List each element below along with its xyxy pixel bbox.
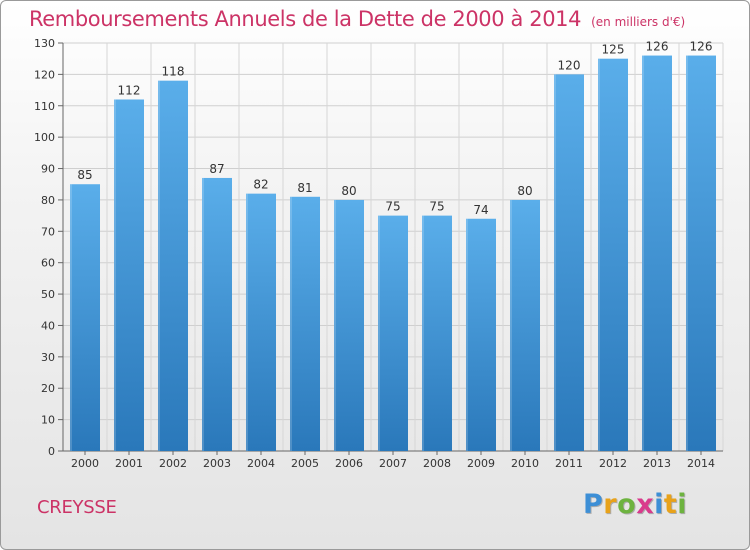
- bar: [114, 99, 144, 451]
- y-tick-label: 80: [41, 194, 55, 207]
- y-tick-label: 30: [41, 351, 55, 364]
- bar: [378, 215, 408, 451]
- data-label: 80: [341, 184, 356, 198]
- logo-letter: i: [654, 489, 664, 520]
- chart-title: Remboursements Annuels de la Dette de 20…: [29, 7, 685, 31]
- commune-name: CREYSSE: [37, 497, 117, 518]
- bar: [290, 196, 320, 451]
- bar: [158, 80, 188, 452]
- y-tick-label: 110: [34, 100, 55, 113]
- data-label: 85: [77, 168, 92, 182]
- x-tick-label: 2012: [599, 457, 627, 470]
- y-tick-label: 90: [41, 163, 55, 176]
- data-label: 81: [297, 181, 312, 195]
- x-tick-label: 2005: [291, 457, 319, 470]
- bar: [510, 199, 540, 451]
- y-tick-label: 10: [41, 414, 55, 427]
- bar: [246, 193, 276, 451]
- bar: [598, 58, 628, 451]
- y-tick-label: 60: [41, 257, 55, 270]
- data-label: 75: [429, 200, 444, 214]
- x-tick-label: 2002: [159, 457, 187, 470]
- bar: [466, 218, 496, 451]
- bar: [202, 177, 232, 451]
- bar: [554, 74, 584, 451]
- data-label: 120: [558, 58, 581, 72]
- y-tick-label: 130: [34, 37, 55, 50]
- y-tick-label: 0: [48, 445, 55, 458]
- proxiti-logo: Proxiti: [583, 489, 687, 520]
- x-tick-label: 2010: [511, 457, 539, 470]
- data-label: 87: [209, 162, 224, 176]
- y-tick-label: 50: [41, 288, 55, 301]
- data-label: 126: [646, 40, 669, 54]
- bar: [70, 184, 100, 451]
- logo-letter: o: [617, 489, 637, 520]
- x-tick-label: 2008: [423, 457, 451, 470]
- data-label: 75: [385, 200, 400, 214]
- x-tick-label: 2003: [203, 457, 231, 470]
- data-label: 118: [162, 65, 185, 79]
- bar: [686, 55, 716, 452]
- logo-letter: P: [583, 489, 604, 520]
- x-tick-label: 2001: [115, 457, 143, 470]
- data-label: 74: [473, 203, 488, 217]
- x-tick-label: 2009: [467, 457, 495, 470]
- y-tick-label: 120: [34, 68, 55, 81]
- data-label: 126: [690, 40, 713, 54]
- y-tick-label: 20: [41, 382, 55, 395]
- x-tick-label: 2014: [687, 457, 715, 470]
- y-tick-label: 40: [41, 319, 55, 332]
- data-label: 82: [253, 178, 268, 192]
- x-tick-label: 2000: [71, 457, 99, 470]
- logo-letter: t: [663, 489, 678, 520]
- x-tick-label: 2013: [643, 457, 671, 470]
- chart-title-text: Remboursements Annuels de la Dette de 20…: [29, 7, 582, 31]
- data-label: 125: [602, 43, 625, 57]
- bar: [642, 55, 672, 452]
- logo-letter: x: [636, 489, 655, 520]
- logo-letter: i: [677, 489, 688, 520]
- logo-letter: r: [603, 489, 618, 520]
- bar: [334, 199, 364, 451]
- bar: [422, 215, 452, 451]
- data-label: 80: [517, 184, 532, 198]
- y-tick-label: 100: [34, 131, 55, 144]
- data-label: 112: [118, 83, 141, 97]
- x-tick-label: 2004: [247, 457, 275, 470]
- chart-unit-label: (en milliers d'€): [591, 15, 686, 29]
- y-tick-label: 70: [41, 225, 55, 238]
- x-tick-label: 2007: [379, 457, 407, 470]
- x-tick-label: 2011: [555, 457, 583, 470]
- x-tick-label: 2006: [335, 457, 363, 470]
